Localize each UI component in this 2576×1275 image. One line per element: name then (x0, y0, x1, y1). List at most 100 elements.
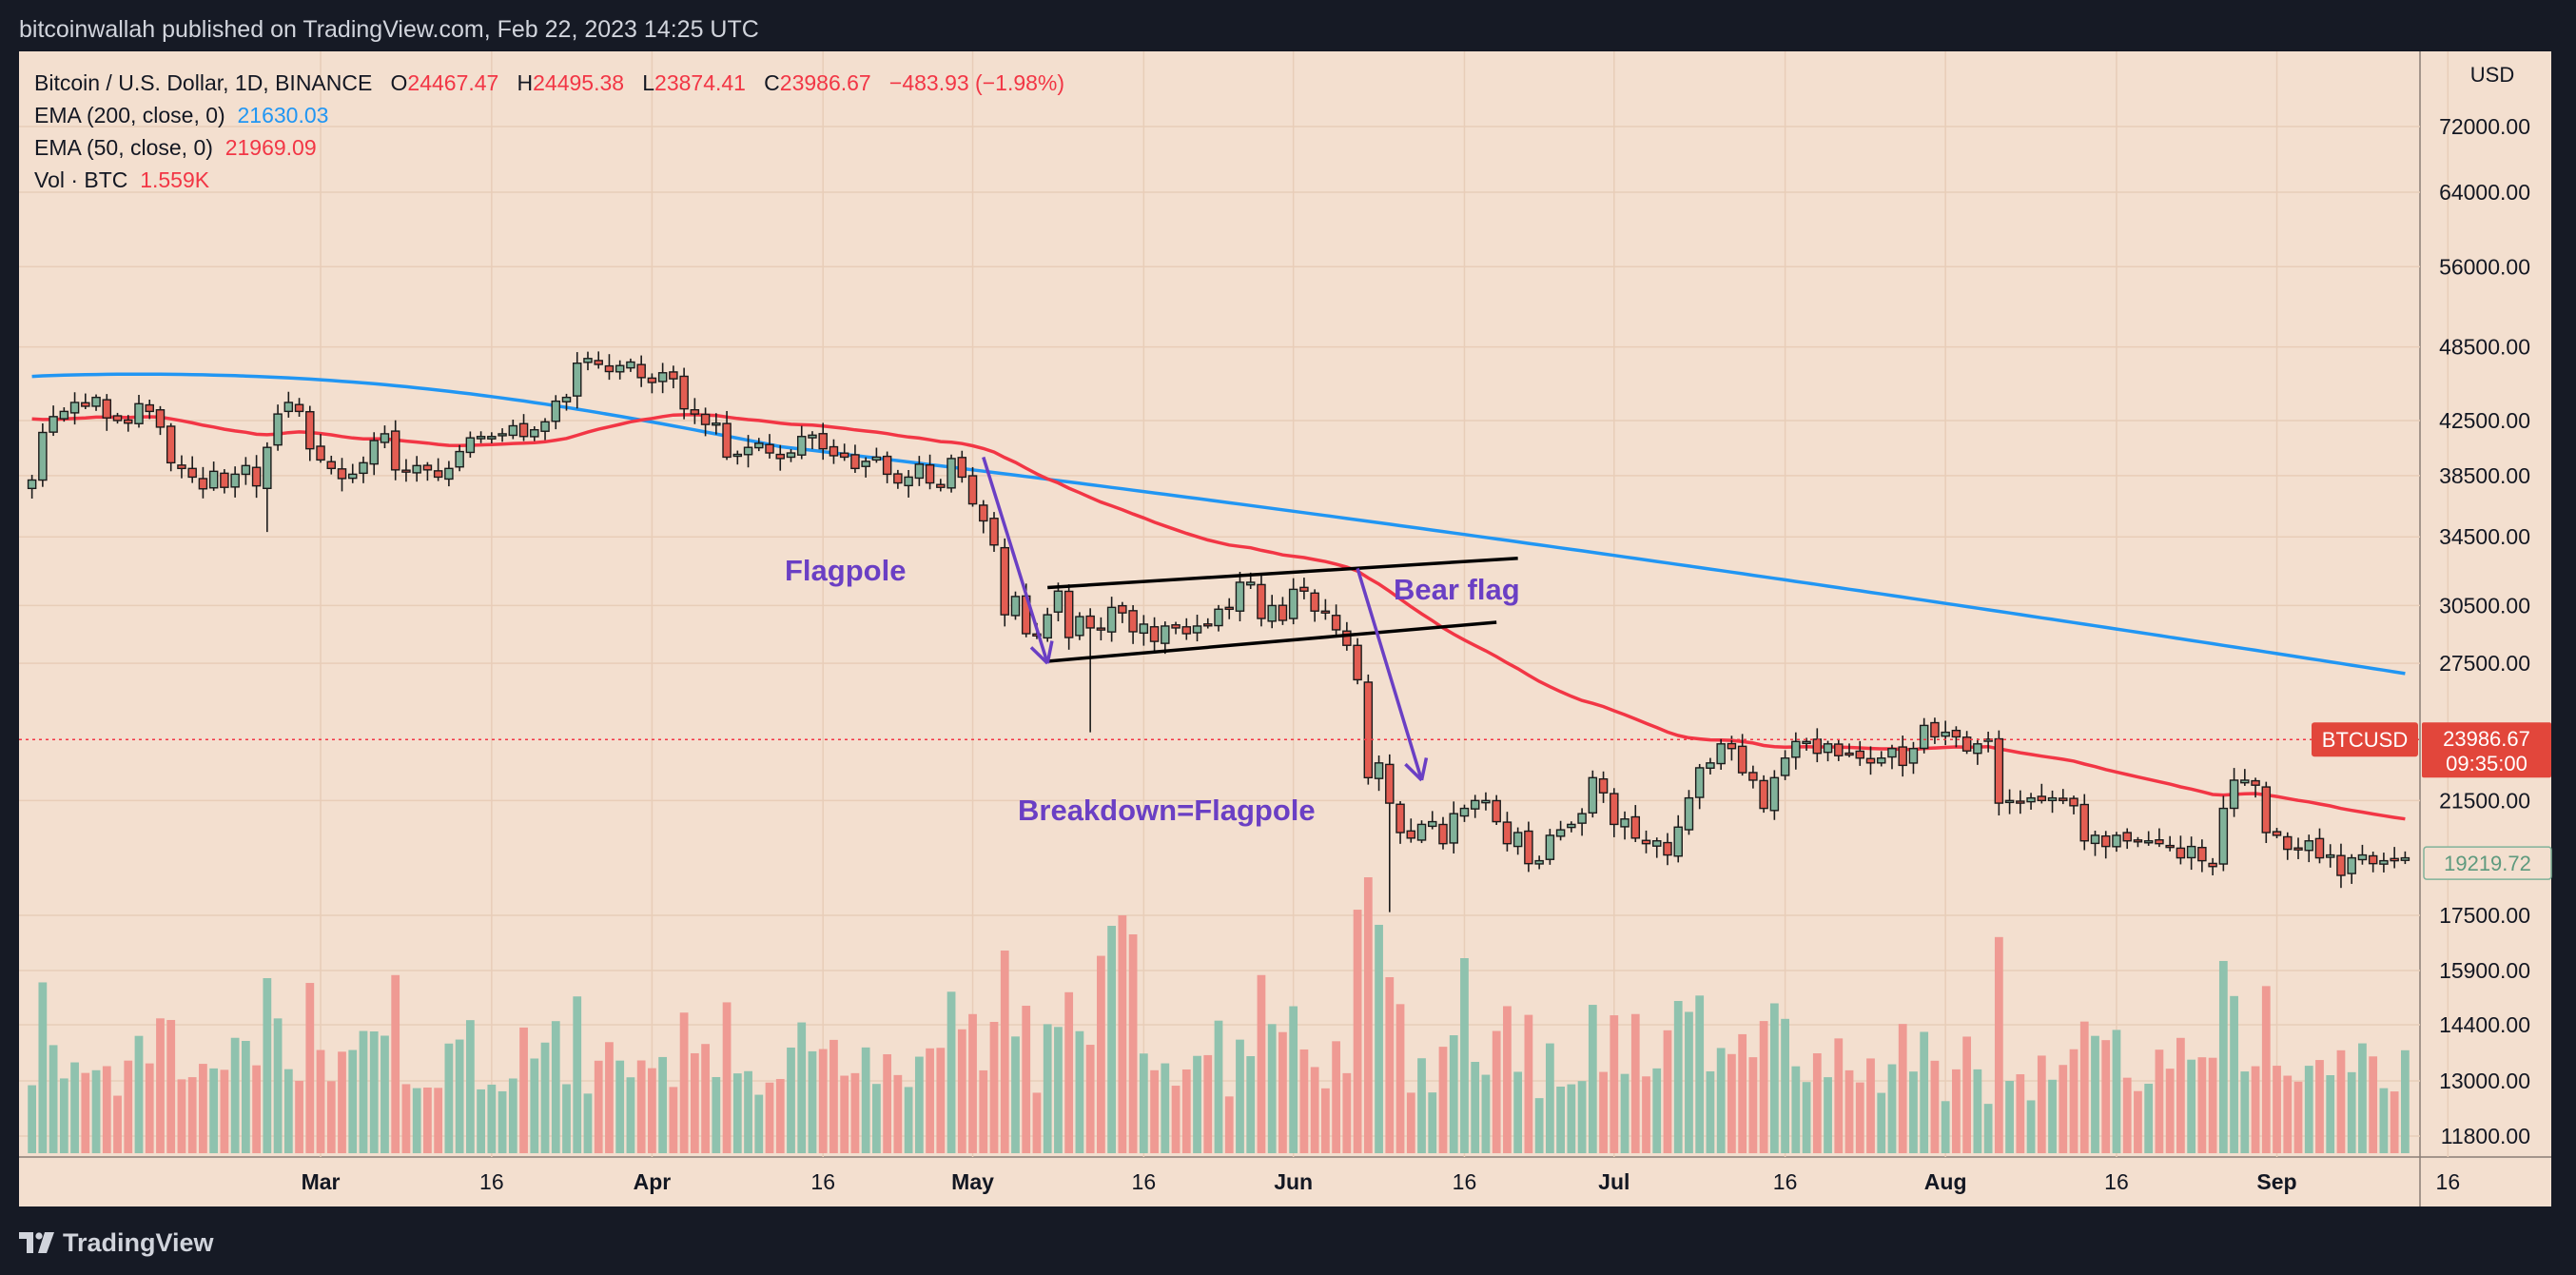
price-tick-label: 13000.00 (2439, 1069, 2530, 1093)
candle-body (2325, 853, 2335, 858)
candle-body (1492, 799, 1501, 823)
volume-bar (1759, 1021, 1768, 1153)
breakdown-arrow (1356, 567, 1429, 782)
candle (925, 454, 935, 490)
candle-body (1865, 757, 1876, 764)
candle (989, 512, 999, 552)
candle-body (1331, 615, 1341, 631)
volume-bar (2326, 1075, 2335, 1153)
candle (1694, 763, 1705, 810)
legend-ema50-row[interactable]: EMA (50, close, 0) 21969.09 (34, 131, 1064, 164)
time-tick-label: Jul (1598, 1169, 1630, 1194)
candle (2368, 852, 2378, 873)
candle-body (1694, 767, 1705, 798)
candle-body (604, 364, 615, 373)
candle (1406, 818, 1416, 843)
candle (1930, 717, 1940, 744)
candle-body (1428, 820, 1437, 828)
legend-symbol[interactable]: Bitcoin / U.S. Dollar, 1D, BINANCE (34, 70, 373, 95)
candle-body (187, 467, 197, 479)
volume-bar (1246, 1055, 1256, 1153)
tradingview-logo[interactable]: TradingView (19, 1227, 214, 1258)
candle-body (882, 455, 892, 476)
candle (348, 463, 358, 483)
candle (1118, 601, 1127, 623)
candle-body (263, 446, 272, 489)
volume-bar (102, 1066, 111, 1153)
candle-body (422, 464, 433, 471)
time-tick-label: Jun (1274, 1169, 1313, 1194)
candle (871, 447, 882, 463)
candle-body (81, 402, 90, 407)
legend-ema200-row[interactable]: EMA (200, close, 0) 21630.03 (34, 99, 1064, 131)
candle (2208, 857, 2217, 875)
candle-body (2112, 834, 2121, 848)
secondary-price-text: 19219.72 (2444, 852, 2531, 875)
volume-bar (295, 1081, 303, 1153)
candle-body (712, 422, 721, 426)
price-tick-label: 14400.00 (2439, 1012, 2530, 1037)
volume-bar (166, 1019, 176, 1153)
candle-body (2357, 853, 2368, 861)
volume-bar (936, 1048, 946, 1153)
price-tick-label: 38500.00 (2439, 463, 2530, 488)
candle (1630, 805, 1641, 842)
price-axis-unit: USD (2470, 63, 2514, 87)
candle-body (690, 409, 700, 415)
candle-body (2016, 800, 2025, 804)
volume-bar (636, 1060, 646, 1153)
candle-body (722, 422, 732, 459)
candle (2357, 844, 2368, 865)
candle-body (59, 410, 69, 420)
price-tick-label: 27500.00 (2439, 651, 2530, 676)
legend-volume-label: Vol · BTC (34, 167, 128, 192)
candle (594, 351, 603, 369)
volume-bar (1994, 936, 2003, 1153)
candle-body (1224, 606, 1234, 611)
candle-body (326, 461, 337, 470)
volume-bar (2251, 1066, 2260, 1153)
candle-body (1780, 757, 1790, 776)
volume-bar (326, 1081, 336, 1153)
volume-bar (797, 1022, 807, 1153)
candle-body (91, 396, 101, 407)
candle-body (732, 453, 743, 458)
candle-body (1267, 604, 1277, 622)
candle-body (2240, 779, 2250, 784)
candle-body (2176, 847, 2186, 859)
price-tick-label: 17500.00 (2439, 903, 2530, 928)
volume-bar (252, 1065, 261, 1153)
candle (208, 461, 219, 491)
candle-body (2272, 831, 2282, 836)
candle-body (636, 363, 646, 379)
candle (551, 395, 561, 430)
candle-body (1802, 740, 1811, 745)
candle-body (1310, 592, 1319, 612)
candle (1128, 605, 1138, 644)
legend-volume-row[interactable]: Vol · BTC 1.559K (34, 164, 1064, 196)
candle (1235, 571, 1245, 622)
volume-bar (2304, 1066, 2313, 1153)
volume-bar (775, 1079, 785, 1153)
volume-bar (1824, 1077, 1832, 1153)
volume-bar (1492, 1030, 1501, 1153)
legend-low: 23874.41 (654, 70, 746, 95)
volume-bar (2155, 1049, 2164, 1153)
volume-bar (701, 1044, 710, 1153)
candle (1278, 597, 1288, 625)
candle-body (2336, 854, 2346, 876)
candle (786, 449, 796, 462)
candle-body (1363, 681, 1374, 779)
candle-body (2100, 834, 2111, 848)
volume-bar (2176, 1037, 2185, 1153)
candle (145, 399, 154, 420)
time-tick-label: Sep (2256, 1169, 2296, 1194)
volume-bar (2005, 1081, 2014, 1153)
volume-bar (1171, 1086, 1181, 1153)
ema200-line (31, 372, 2406, 676)
candle (81, 393, 90, 410)
candle-body (796, 436, 807, 456)
candle-body (2155, 839, 2164, 845)
published-banner: bitcoinwallah published on TradingView.c… (19, 16, 759, 43)
